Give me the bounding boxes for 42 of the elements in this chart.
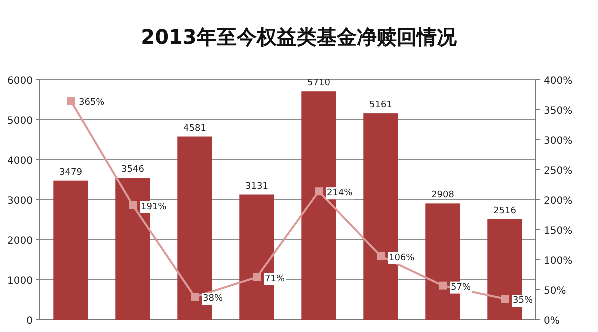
point — [191, 293, 199, 302]
y-tick-label: 5000 — [8, 116, 33, 127]
data-label: 57% — [451, 282, 472, 293]
point — [67, 97, 75, 105]
y2-tick-label: 400% — [544, 76, 573, 87]
data-label: 365% — [79, 98, 106, 108]
y2-tick-label: 200% — [544, 196, 573, 207]
y2-tick-label: 150% — [544, 226, 573, 237]
data-label: 3479 — [60, 168, 83, 178]
data-label: 191% — [141, 202, 168, 212]
y2-tick-label: 250% — [544, 166, 573, 177]
y2-tick-label: 100% — [544, 256, 573, 267]
data-label: 214% — [327, 188, 354, 199]
data-label: 71% — [265, 274, 286, 284]
data-label: 2908 — [432, 190, 455, 201]
bar — [54, 180, 88, 320]
data-label: 4581 — [184, 124, 206, 134]
y-tick-label: 4000 — [8, 156, 33, 167]
data-label: 35% — [513, 296, 534, 306]
point — [253, 273, 261, 282]
y2-tick-label: 350% — [544, 106, 573, 117]
y2-tick-label: 0% — [544, 316, 560, 327]
data-label: 2516 — [494, 206, 517, 216]
point — [439, 282, 447, 290]
chart-title: 2013年至今权益类基金净赎回情况 — [141, 25, 458, 49]
data-label: 106% — [389, 253, 416, 264]
data-label: 5161 — [370, 100, 392, 111]
point — [315, 188, 323, 196]
y-tick-label: 2000 — [8, 236, 33, 247]
point — [129, 201, 137, 210]
data-label: 3546 — [122, 165, 145, 176]
y-tick-label: 0 — [26, 316, 33, 327]
y-tick-label: 3000 — [8, 196, 33, 207]
data-label: 3131 — [246, 182, 268, 192]
y2-tick-label: 300% — [544, 136, 573, 147]
y-tick-label: 1000 — [8, 276, 33, 287]
y2-tick-label: 50% — [544, 286, 566, 297]
y-tick-label: 6000 — [8, 76, 33, 87]
data-label: 38% — [203, 294, 224, 304]
point — [501, 295, 509, 303]
data-label: 5710 — [308, 78, 331, 89]
point — [377, 252, 385, 260]
